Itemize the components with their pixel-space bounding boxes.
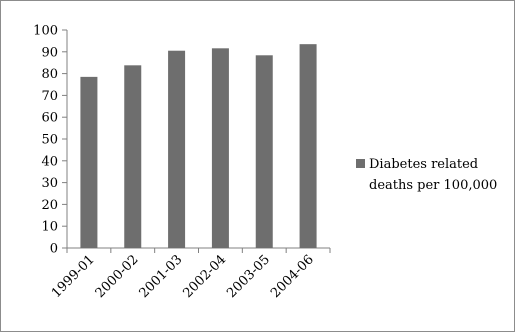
y-tick-label: 70 — [41, 89, 58, 104]
x-tick-label: 2001-03 — [137, 252, 186, 301]
y-tick-label: 90 — [41, 45, 58, 60]
y-tick-label: 60 — [41, 111, 58, 126]
legend-label-line-2: deaths per 100,000 — [369, 178, 497, 193]
x-axis: 1999-012000-022001-032002-042003-052004-… — [49, 247, 331, 301]
bar — [255, 55, 273, 249]
y-tick-label: 80 — [41, 67, 58, 82]
legend-swatch — [356, 159, 365, 168]
bar — [211, 48, 229, 249]
legend: Diabetes related deaths per 100,000 — [356, 157, 497, 193]
y-axis: 0 10 20 30 40 50 60 70 80 90 100 — [33, 24, 68, 257]
y-tick-label: 0 — [50, 242, 58, 257]
bar — [299, 44, 317, 248]
legend-label-line-1: Diabetes related — [369, 157, 478, 172]
x-tick-label: 2000-02 — [93, 252, 142, 301]
y-tick-label: 30 — [41, 176, 58, 191]
bars — [80, 44, 317, 249]
bar — [168, 50, 186, 249]
x-tick-label: 2002-04 — [180, 252, 229, 301]
bar — [80, 76, 98, 249]
y-tick-label: 40 — [41, 154, 58, 169]
y-tick-label: 20 — [41, 198, 58, 213]
x-tick-label: 2003-05 — [224, 252, 273, 301]
x-tick-label: 2004-06 — [268, 252, 317, 301]
bar — [124, 65, 142, 248]
y-tick-label: 50 — [41, 133, 58, 148]
y-tick-label: 10 — [41, 220, 58, 235]
y-tick-label: 100 — [33, 24, 58, 39]
x-tick-label: 1999-01 — [49, 252, 98, 301]
